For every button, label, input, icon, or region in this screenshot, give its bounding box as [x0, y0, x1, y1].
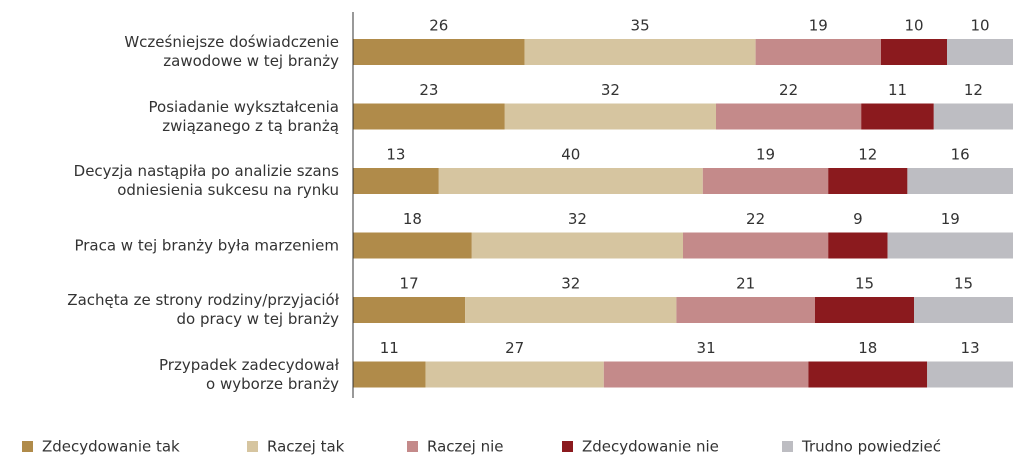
value-label: 32 [568, 210, 587, 228]
category-label: Wcześniejsze doświadczenie zawodowe w te… [124, 33, 339, 70]
value-label: 26 [429, 17, 448, 35]
value-label: 13 [386, 146, 405, 164]
value-label: 32 [561, 275, 580, 293]
value-label: 11 [888, 81, 907, 99]
bar-segment [683, 232, 829, 259]
bar-segment [353, 103, 505, 130]
bar-segment [815, 297, 914, 323]
value-label: 35 [631, 17, 650, 35]
bar-segment [907, 168, 1013, 194]
value-label: 21 [736, 275, 755, 293]
legend-label: Trudno powiedzieć [801, 438, 941, 456]
bar-segment [465, 297, 677, 323]
value-label: 40 [561, 146, 580, 164]
value-label: 12 [858, 146, 877, 164]
value-label: 11 [380, 339, 399, 357]
value-label: 15 [954, 275, 973, 293]
value-label: 18 [858, 339, 877, 357]
bar-segment [353, 232, 472, 259]
legend-label: Raczej tak [267, 438, 345, 456]
bar-segment [676, 297, 815, 323]
value-label: 18 [403, 210, 422, 228]
bar-segment [927, 361, 1013, 388]
value-label: 16 [951, 146, 970, 164]
bar-segment [438, 168, 703, 194]
bar-segment [914, 297, 1013, 323]
value-label: 27 [505, 339, 524, 357]
value-label: 13 [961, 339, 980, 357]
value-label: 32 [601, 81, 620, 99]
legend-swatch [247, 441, 258, 452]
bar-segment [881, 39, 947, 65]
legend-swatch [407, 441, 418, 452]
category-label: Przypadek zadecydował o wyborze branży [159, 355, 339, 393]
bar-segment [828, 168, 908, 194]
bar-segment [702, 168, 829, 194]
category-label: Posiadanie wykształcenia związanego z tą… [148, 97, 339, 135]
bar-segment [353, 297, 466, 323]
value-label: 31 [697, 339, 716, 357]
value-label: 15 [855, 275, 874, 293]
bar-segment [947, 39, 1013, 65]
legend-swatch [782, 441, 793, 452]
value-label: 9 [853, 210, 863, 228]
bar-segment [524, 39, 756, 65]
value-label: 19 [941, 210, 960, 228]
legend-label: Zdecydowanie tak [42, 438, 180, 456]
bar-segment [471, 232, 683, 259]
value-label: 22 [779, 81, 798, 99]
legend-swatch [562, 441, 573, 452]
value-label: 22 [746, 210, 765, 228]
bar-segment [808, 361, 928, 388]
value-label: 17 [400, 275, 419, 293]
bar-segment [353, 39, 525, 65]
value-label: 10 [970, 17, 989, 35]
bar-segment [504, 103, 716, 130]
legend-label: Raczej nie [427, 438, 503, 456]
bar-segment [861, 103, 934, 130]
category-label: Decyzja nastąpiła po analizie szans odni… [73, 162, 339, 199]
value-label: 19 [756, 146, 775, 164]
category-label: Zachęta ze strony rodziny/przyjaciół do … [67, 291, 339, 328]
legend-label: Zdecydowanie nie [582, 438, 719, 456]
bar-segment [425, 361, 604, 388]
bar-segment [716, 103, 862, 130]
bar-segment [887, 232, 1013, 259]
category-label: Praca w tej branży była marzeniem [74, 236, 339, 254]
bar-segment [353, 168, 439, 194]
bar-segment [933, 103, 1013, 130]
value-label: 23 [419, 81, 438, 99]
value-label: 19 [809, 17, 828, 35]
bar-segment [828, 232, 888, 259]
bar-segment [755, 39, 881, 65]
value-label: 12 [964, 81, 983, 99]
bar-segment [353, 361, 426, 388]
legend-swatch [22, 441, 33, 452]
bar-segment [603, 361, 809, 388]
value-label: 10 [904, 17, 923, 35]
